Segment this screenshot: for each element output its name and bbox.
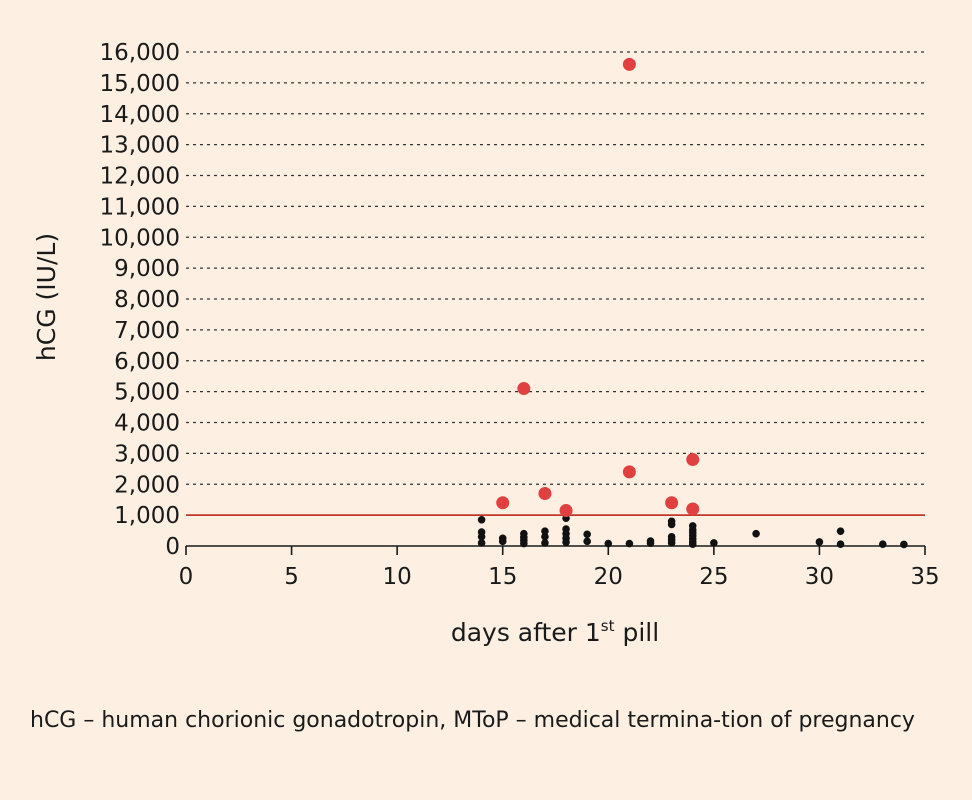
y-tick-label: 7,000 (114, 318, 180, 344)
data-point-black (541, 527, 549, 535)
data-point-red (496, 496, 510, 510)
data-point-black (878, 540, 887, 548)
x-axis-title-pre: days after 1 (451, 618, 601, 647)
data-point-black (667, 520, 676, 529)
data-point-black (541, 539, 549, 547)
x-axis-title-sup: st (601, 617, 615, 635)
data-point-black (498, 537, 507, 546)
figure-caption: hCG – human chorionic gonadotropin, MToP… (30, 708, 915, 733)
data-point-black (520, 539, 528, 548)
data-point-black (646, 539, 655, 548)
y-tick-label: 12,000 (100, 164, 180, 190)
data-point-black (752, 529, 760, 538)
x-axis-title-post: pill (615, 618, 660, 647)
data-point-red (686, 502, 700, 516)
axes: 0 1,000 2,000 3,000 4,000 5,000 6,000 7,000 8,00… (100, 40, 940, 590)
data-point-red (686, 453, 700, 467)
y-tick-label: 16,000 (100, 40, 180, 66)
x-tick-label: 5 (284, 564, 299, 590)
y-tick-label: 1,000 (114, 503, 180, 529)
y-tick-label: 5,000 (114, 380, 180, 406)
x-axis-title: days after 1st pill (451, 617, 659, 647)
data-point-black (604, 539, 613, 548)
y-tick-label: 3,000 (114, 441, 180, 467)
data-point-black (541, 532, 549, 541)
y-tick-label: 10,000 (100, 225, 180, 251)
x-tick-label: 20 (594, 564, 623, 590)
data-point-black (688, 540, 697, 548)
x-tick-label: 30 (805, 564, 834, 590)
y-axis-title: hCG (IU/L) (32, 233, 61, 361)
y-tick-label: 14,000 (100, 102, 180, 128)
data-point-red (559, 503, 573, 517)
data-point-black (836, 527, 845, 535)
data-point-red (665, 496, 679, 510)
data-point-red (622, 465, 636, 479)
data-point-black (583, 537, 591, 546)
data-points (477, 57, 908, 549)
data-point-black (815, 538, 824, 546)
y-tick-label: 8,000 (114, 287, 180, 313)
x-tick-label: 25 (699, 564, 728, 590)
y-tick-label: 2,000 (114, 472, 180, 498)
data-point-black (667, 539, 676, 547)
data-point-black (477, 515, 486, 524)
data-point-black (477, 539, 486, 547)
x-tick-label: 15 (488, 564, 517, 590)
x-tick-label: 10 (383, 564, 412, 590)
x-tick-label: 35 (910, 564, 939, 590)
y-tick-label: 9,000 (114, 256, 180, 282)
x-tick-label: 0 (179, 564, 194, 590)
data-point-black (900, 540, 908, 549)
y-tick-label: 4,000 (114, 411, 180, 437)
data-point-black (583, 530, 591, 539)
y-tick-label: 0 (165, 534, 180, 560)
scatter-chart: 0 1,000 2,000 3,000 4,000 5,000 6,000 7,000 8,00… (32, 40, 940, 647)
data-point-red (538, 487, 552, 501)
y-tick-label: 11,000 (100, 194, 180, 220)
data-point-red (517, 382, 531, 396)
data-point-black (562, 538, 570, 547)
data-point-red (622, 57, 636, 71)
y-tick-label: 6,000 (114, 349, 180, 375)
data-point-black (625, 539, 634, 548)
grid-lines (186, 51, 925, 516)
data-point-black (477, 532, 486, 541)
data-point-black (710, 539, 718, 547)
data-point-black (836, 540, 845, 548)
y-tick-label: 13,000 (100, 133, 180, 159)
y-tick-label: 15,000 (100, 71, 180, 97)
